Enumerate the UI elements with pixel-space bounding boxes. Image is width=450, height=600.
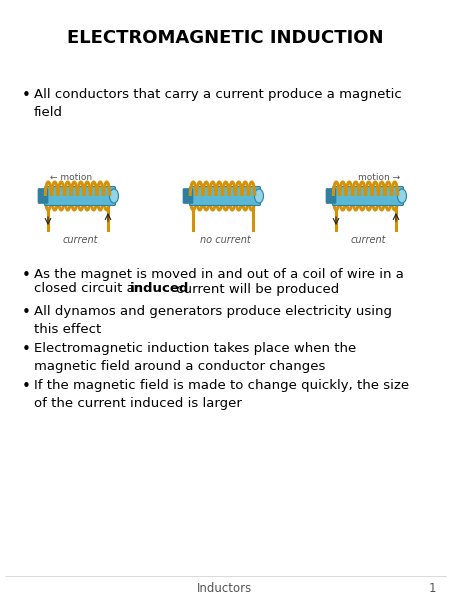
Text: •: • bbox=[22, 88, 31, 103]
Text: ← motion: ← motion bbox=[50, 173, 92, 182]
Text: •: • bbox=[22, 305, 31, 320]
FancyBboxPatch shape bbox=[38, 188, 48, 203]
Text: If the magnetic field is made to change quickly, the size
of the current induced: If the magnetic field is made to change … bbox=[34, 379, 409, 410]
Text: no current: no current bbox=[200, 235, 250, 245]
Text: As the magnet is moved in and out of a coil of wire in a: As the magnet is moved in and out of a c… bbox=[34, 268, 404, 281]
FancyBboxPatch shape bbox=[183, 188, 193, 203]
Text: •: • bbox=[22, 379, 31, 394]
Text: current will be produced: current will be produced bbox=[172, 283, 339, 295]
Ellipse shape bbox=[397, 189, 406, 203]
Text: 1: 1 bbox=[428, 581, 436, 595]
Text: ELECTROMAGNETIC INDUCTION: ELECTROMAGNETIC INDUCTION bbox=[67, 29, 383, 47]
Text: •: • bbox=[22, 268, 31, 283]
Text: Electromagnetic induction takes place when the
magnetic field around a conductor: Electromagnetic induction takes place wh… bbox=[34, 342, 356, 373]
FancyBboxPatch shape bbox=[45, 187, 116, 205]
Text: current: current bbox=[350, 235, 386, 245]
FancyBboxPatch shape bbox=[189, 187, 261, 205]
Text: closed circuit an: closed circuit an bbox=[34, 283, 148, 295]
Text: Inductors: Inductors bbox=[198, 581, 252, 595]
Text: •: • bbox=[22, 342, 31, 357]
Text: All dynamos and generators produce electricity using
this effect: All dynamos and generators produce elect… bbox=[34, 305, 392, 336]
Text: current: current bbox=[62, 235, 98, 245]
FancyBboxPatch shape bbox=[326, 188, 336, 203]
Text: induced: induced bbox=[130, 283, 189, 295]
FancyBboxPatch shape bbox=[333, 187, 404, 205]
Text: All conductors that carry a current produce a magnetic
field: All conductors that carry a current prod… bbox=[34, 88, 402, 119]
Text: motion →: motion → bbox=[358, 173, 400, 182]
Ellipse shape bbox=[255, 189, 264, 203]
Ellipse shape bbox=[109, 189, 118, 203]
